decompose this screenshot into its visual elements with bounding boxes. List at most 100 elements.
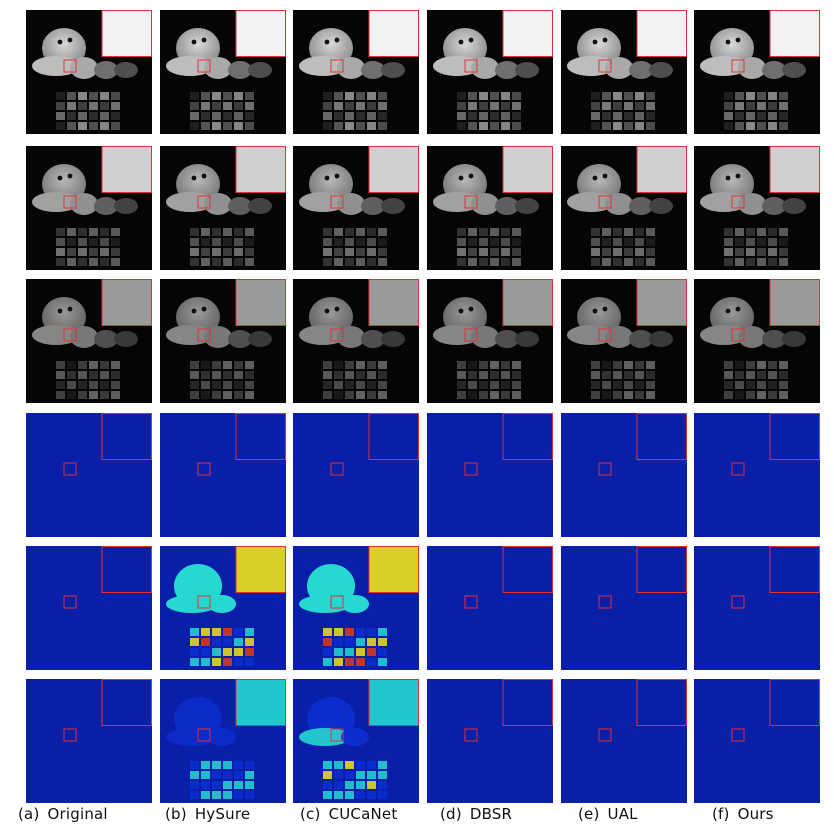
tile-reconstruction-3-original: [26, 279, 152, 403]
zoom-inset-box: [368, 10, 419, 57]
zoom-inset-box: [769, 279, 820, 326]
roi-rectangle: [330, 728, 344, 742]
tile-image: [427, 279, 553, 403]
zoom-inset-box: [368, 546, 419, 593]
caption-cucanet: (c) CUCaNet: [300, 805, 398, 823]
roi-rectangle: [330, 195, 344, 209]
tile-error-map-1-dbsr: [427, 413, 553, 537]
zoom-inset-box: [101, 146, 152, 193]
roi-rectangle: [731, 595, 745, 609]
tile-reconstruction-2-hysure: [160, 146, 286, 270]
roi-rectangle: [464, 595, 478, 609]
zoom-inset-box: [235, 279, 286, 326]
roi-rectangle: [197, 728, 211, 742]
roi-rectangle: [197, 462, 211, 476]
roi-rectangle: [330, 59, 344, 73]
roi-rectangle: [598, 595, 612, 609]
tile-error-map-3-dbsr: [427, 679, 553, 803]
zoom-inset-box: [636, 546, 687, 593]
roi-rectangle: [731, 59, 745, 73]
zoom-inset-box: [235, 679, 286, 726]
roi-rectangle: [464, 328, 478, 342]
tile-error-map-3-original: [26, 679, 152, 803]
tile-image: [293, 546, 419, 670]
zoom-inset-box: [502, 413, 553, 460]
roi-rectangle: [197, 328, 211, 342]
zoom-inset-box: [368, 413, 419, 460]
tile-image: [561, 279, 687, 403]
tile-image: [427, 546, 553, 670]
roi-rectangle: [731, 462, 745, 476]
roi-rectangle: [197, 59, 211, 73]
tile-image: [26, 279, 152, 403]
tile-error-map-3-ours: [694, 679, 820, 803]
tile-image: [561, 10, 687, 134]
tile-error-map-1-ours: [694, 413, 820, 537]
tile-image: [160, 10, 286, 134]
tile-image: [26, 679, 152, 803]
tile-error-map-2-cucanet: [293, 546, 419, 670]
roi-rectangle: [464, 195, 478, 209]
tile-reconstruction-1-dbsr: [427, 10, 553, 134]
zoom-inset-box: [101, 679, 152, 726]
zoom-inset-box: [235, 10, 286, 57]
tile-error-map-2-hysure: [160, 546, 286, 670]
zoom-inset-box: [502, 146, 553, 193]
tile-error-map-1-ual: [561, 413, 687, 537]
roi-rectangle: [330, 462, 344, 476]
zoom-inset-box: [636, 10, 687, 57]
zoom-inset-box: [101, 546, 152, 593]
zoom-inset-box: [368, 279, 419, 326]
tile-reconstruction-3-ours: [694, 279, 820, 403]
tile-image: [293, 679, 419, 803]
tile-image: [694, 679, 820, 803]
tile-image: [561, 546, 687, 670]
zoom-inset-box: [502, 679, 553, 726]
zoom-inset-box: [502, 10, 553, 57]
zoom-inset-box: [235, 413, 286, 460]
tile-image: [160, 679, 286, 803]
tile-error-map-1-hysure: [160, 413, 286, 537]
tile-image: [694, 10, 820, 134]
tile-error-map-1-original: [26, 413, 152, 537]
tile-error-map-3-ual: [561, 679, 687, 803]
tile-error-map-1-cucanet: [293, 413, 419, 537]
zoom-inset-box: [769, 679, 820, 726]
roi-rectangle: [464, 462, 478, 476]
roi-rectangle: [598, 728, 612, 742]
zoom-inset-box: [636, 279, 687, 326]
roi-rectangle: [63, 595, 77, 609]
zoom-inset-box: [769, 413, 820, 460]
zoom-inset-box: [502, 279, 553, 326]
tile-image: [26, 10, 152, 134]
zoom-inset-box: [636, 413, 687, 460]
tile-error-map-3-cucanet: [293, 679, 419, 803]
tile-reconstruction-2-ours: [694, 146, 820, 270]
tile-image: [427, 679, 553, 803]
tile-reconstruction-1-hysure: [160, 10, 286, 134]
tile-reconstruction-3-ual: [561, 279, 687, 403]
tile-error-map-2-ours: [694, 546, 820, 670]
roi-rectangle: [731, 728, 745, 742]
tile-reconstruction-3-cucanet: [293, 279, 419, 403]
roi-rectangle: [598, 328, 612, 342]
tile-image: [293, 10, 419, 134]
tile-error-map-2-ual: [561, 546, 687, 670]
tile-reconstruction-1-cucanet: [293, 10, 419, 134]
tile-image: [26, 146, 152, 270]
caption-ual: (e) UAL: [578, 805, 638, 823]
tile-reconstruction-3-hysure: [160, 279, 286, 403]
tile-error-map-2-original: [26, 546, 152, 670]
zoom-inset-box: [101, 413, 152, 460]
tile-image: [160, 146, 286, 270]
zoom-inset-box: [101, 10, 152, 57]
roi-rectangle: [63, 59, 77, 73]
zoom-inset-box: [769, 546, 820, 593]
tile-image: [160, 546, 286, 670]
roi-rectangle: [731, 328, 745, 342]
zoom-inset-box: [769, 10, 820, 57]
roi-rectangle: [731, 195, 745, 209]
tile-image: [26, 413, 152, 537]
tile-reconstruction-2-dbsr: [427, 146, 553, 270]
tile-image: [293, 413, 419, 537]
